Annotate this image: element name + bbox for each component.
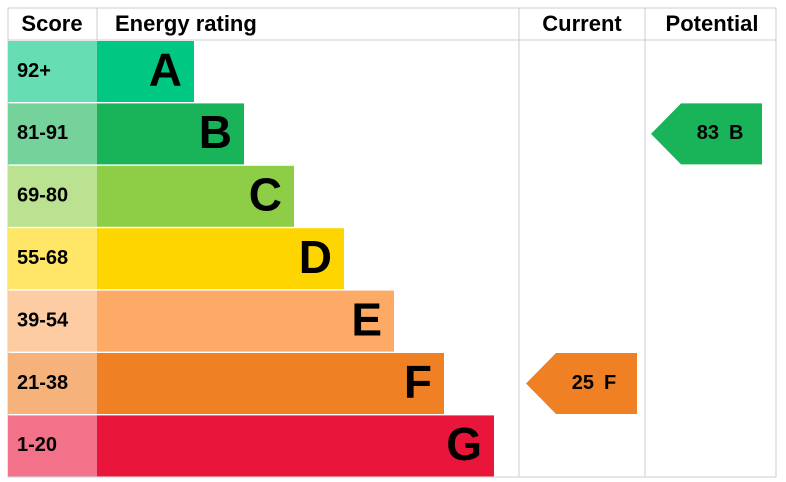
band-bar (97, 41, 194, 102)
current-value: 25 (572, 372, 594, 394)
band-bar (97, 290, 394, 352)
score-range: 81-91 (17, 122, 68, 144)
score-range: 92+ (17, 60, 51, 82)
score-cell (8, 228, 97, 290)
band-bar (97, 103, 244, 165)
score-cell (8, 290, 97, 352)
band-letter: E (351, 293, 382, 345)
score-range: 1-20 (17, 434, 57, 456)
header-rating: Energy rating (115, 11, 257, 36)
band-letter: G (446, 418, 482, 470)
potential-letter: B (729, 122, 743, 144)
score-range: 69-80 (17, 185, 68, 207)
score-cell (8, 103, 97, 165)
header-score: Score (21, 11, 82, 36)
potential-arrow (651, 103, 762, 165)
band-bar (97, 165, 294, 227)
band-letter: A (149, 44, 182, 96)
band-letter: B (199, 106, 232, 158)
score-range: 21-38 (17, 372, 68, 394)
header-current: Current (542, 11, 622, 36)
potential-value: 83 (697, 122, 719, 144)
header-potential: Potential (666, 11, 759, 36)
band-bar (97, 415, 494, 477)
current-arrow (526, 353, 637, 414)
score-cell (8, 165, 97, 227)
band-letter: C (249, 168, 282, 220)
score-cell (8, 41, 97, 102)
band-bar (97, 228, 344, 290)
band-letter: F (404, 356, 432, 408)
band-bar (97, 353, 444, 414)
score-cell (8, 353, 97, 414)
band-letter: D (299, 231, 332, 283)
score-cell (8, 415, 97, 477)
score-range: 55-68 (17, 247, 68, 269)
current-letter: F (604, 372, 616, 394)
score-range: 39-54 (17, 309, 69, 331)
